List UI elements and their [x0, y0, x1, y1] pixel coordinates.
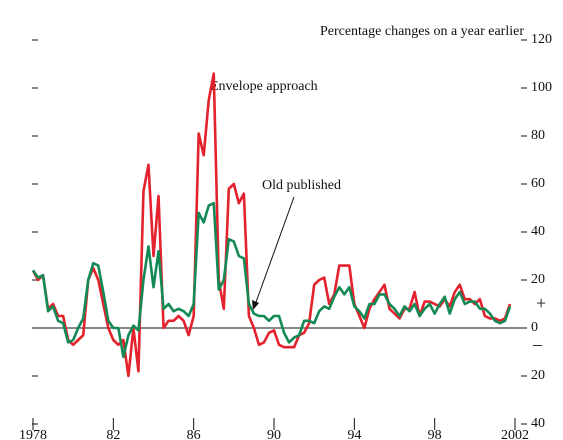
x-tick-label: 94	[347, 428, 361, 440]
series-label: Envelope approach	[210, 79, 318, 94]
sign-label: +	[536, 293, 546, 313]
y-tick-label: 20	[531, 368, 545, 383]
x-tick-label: 98	[428, 428, 442, 440]
series-line	[31, 201, 512, 359]
series-line	[31, 72, 512, 378]
y-tick-label: 0	[531, 320, 538, 335]
y-tick-label: 40	[531, 416, 545, 431]
x-tick-label: 82	[106, 428, 120, 440]
y-tick-label: 60	[531, 176, 545, 191]
axis-note: Percentage changes on a year earlier	[320, 24, 524, 39]
y-tick-label: 40	[531, 224, 545, 239]
x-tick-label: 86	[187, 428, 201, 440]
arrow	[254, 196, 295, 306]
sign-label: –	[532, 334, 543, 354]
y-tick-label: 20	[531, 272, 545, 287]
arrowhead	[252, 300, 259, 310]
x-tick-label: 1978	[19, 428, 47, 440]
y-tick-label: 80	[531, 128, 545, 143]
x-tick-label: 90	[267, 428, 281, 440]
y-tick-label: 100	[531, 80, 552, 95]
series-label: Old published	[262, 178, 341, 193]
y-tick-label: 120	[531, 32, 552, 47]
x-tick-label: 2002	[501, 428, 529, 440]
